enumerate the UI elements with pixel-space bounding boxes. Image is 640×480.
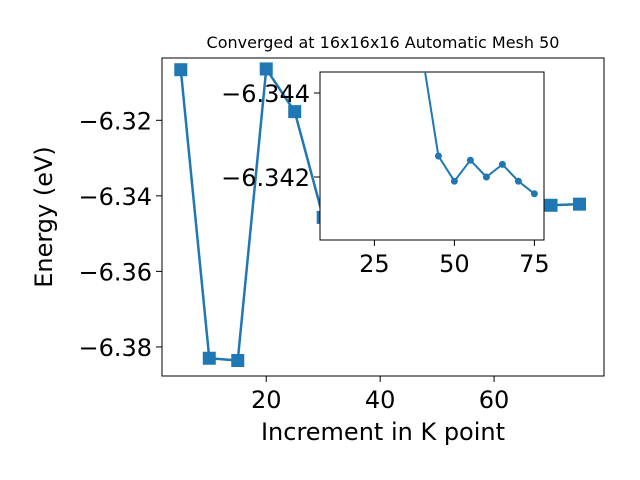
inset-series (424, 72, 538, 198)
inset-data-point (466, 156, 474, 164)
inset-data-point (482, 173, 490, 181)
inset-data-point (498, 160, 506, 168)
main-data-point (544, 198, 558, 212)
inset-series-line (424, 72, 536, 195)
main-data-point (259, 62, 273, 76)
inset-x-tick-label: 50 (439, 250, 470, 278)
inset-plot-area (319, 71, 545, 241)
main-x-ticks: 20 40 60 (251, 376, 509, 414)
inset-data-point (530, 190, 538, 198)
inset-y-ticks: −6.342 −6.344 (221, 80, 320, 192)
main-data-point (231, 354, 245, 368)
main-data-point (202, 351, 216, 365)
main-data-point (573, 197, 587, 211)
main-y-axis-label: Energy (eV) (30, 146, 58, 288)
main-y-ticks: −6.38 −6.36 −6.34 −6.32 (78, 107, 162, 362)
inset-data-point (514, 177, 522, 185)
main-chart-title: Converged at 16x16x16 Automatic Mesh 50 (207, 33, 560, 52)
main-data-point (288, 105, 302, 119)
main-y-tick-label: −6.38 (78, 334, 152, 362)
inset-data-point (434, 152, 442, 160)
inset-x-ticks: 25 50 75 (359, 240, 550, 278)
main-data-point (174, 63, 188, 77)
main-y-tick-label: −6.32 (78, 107, 152, 135)
inset-y-tick-label: −6.342 (221, 164, 310, 192)
main-x-tick-label: 40 (365, 386, 396, 414)
inset-x-tick-label: 75 (519, 250, 550, 278)
inset-y-tick-label: −6.344 (221, 80, 310, 108)
main-x-axis-label: Increment in K point (261, 418, 505, 446)
inset-x-tick-label: 25 (359, 250, 390, 278)
main-y-tick-label: −6.34 (78, 183, 152, 211)
main-y-tick-label: −6.36 (78, 258, 152, 286)
main-x-tick-label: 20 (251, 386, 282, 414)
main-x-tick-label: 60 (479, 386, 510, 414)
inset-data-point (450, 177, 458, 185)
